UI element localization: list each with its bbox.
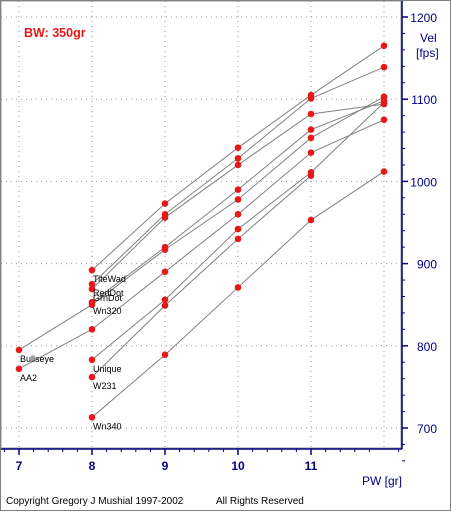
x-tick-label: 8 bbox=[89, 459, 96, 473]
data-point-bullseye bbox=[15, 346, 23, 354]
data-point-bullseye bbox=[307, 134, 315, 142]
data-point-titewad bbox=[161, 200, 169, 207]
data-point-grndot bbox=[307, 110, 315, 118]
data-point-unique bbox=[234, 225, 242, 233]
x-tick-label: 9 bbox=[162, 459, 169, 473]
data-point-wn340 bbox=[380, 168, 388, 175]
series-label-titewad: TiteWad bbox=[93, 274, 126, 284]
data-point-aa2 bbox=[161, 268, 169, 276]
data-point-grndot bbox=[161, 214, 169, 221]
data-point-titewad bbox=[88, 266, 96, 274]
y-tick-label: 1200 bbox=[410, 11, 437, 25]
rights-text: All Rights Reserved bbox=[216, 496, 304, 507]
grid bbox=[1, 1, 401, 448]
data-point-wn340 bbox=[161, 351, 169, 359]
data-point-w231 bbox=[234, 235, 242, 243]
series-label-wn340: Wn340 bbox=[93, 421, 122, 431]
data-point-reddot bbox=[234, 155, 242, 162]
data-point-aa2 bbox=[307, 149, 315, 156]
series-label-grndot: GrnDot bbox=[93, 293, 123, 303]
data-point-wn340 bbox=[88, 414, 96, 421]
data-point-aa2 bbox=[380, 116, 388, 124]
copyright-text: Copyright Gregory J Mushial 1997-2002 bbox=[6, 496, 184, 507]
series-label-bullseye: Bullseye bbox=[20, 354, 54, 364]
data-point-titewad bbox=[380, 42, 388, 50]
data-point-aa2 bbox=[234, 210, 242, 218]
data-point-unique bbox=[161, 296, 169, 304]
data-point-wn320 bbox=[234, 186, 242, 193]
series-label-reddot: RedDot bbox=[93, 288, 124, 298]
y-axis-label-vel: Vel bbox=[420, 31, 437, 45]
data-point-aa2 bbox=[15, 365, 23, 373]
data-point-bullseye bbox=[234, 196, 242, 203]
x-tick-label: 10 bbox=[231, 459, 245, 473]
x-tick-label: 11 bbox=[305, 459, 318, 473]
series-label-unique: Unique bbox=[93, 364, 122, 374]
series-label-aa2: AA2 bbox=[20, 373, 37, 383]
series-label-w231: W231 bbox=[93, 381, 117, 391]
x-tick-label: 7 bbox=[16, 459, 23, 473]
data-point-w231 bbox=[307, 172, 315, 179]
data-point-aa2 bbox=[88, 326, 96, 333]
y-tick-label: 800 bbox=[417, 340, 437, 354]
chart-text: BW: 350gr Vel [fps] PW [gr] Copyright Gr… bbox=[6, 11, 439, 507]
data-point-grndot bbox=[234, 161, 242, 169]
x-axis-label: PW [gr] bbox=[362, 474, 402, 488]
chart-title: BW: 350gr bbox=[24, 26, 86, 40]
data-point-reddot bbox=[307, 95, 315, 102]
series-line-bullseye bbox=[18, 96, 385, 351]
data-point-bullseye bbox=[161, 246, 169, 253]
y-axis-label-unit: [fps] bbox=[416, 46, 439, 60]
data-point-wn320 bbox=[307, 126, 315, 133]
data-point-unique bbox=[88, 356, 96, 364]
y-tick-label: 1100 bbox=[411, 93, 437, 107]
y-tick-label: 900 bbox=[417, 258, 437, 272]
data-point-bullseye bbox=[88, 301, 96, 309]
y-tick-label: 700 bbox=[417, 422, 437, 436]
series-line-aa2 bbox=[18, 119, 385, 370]
data-point-grndot bbox=[88, 285, 96, 293]
data-point-wn340 bbox=[234, 284, 242, 291]
data-point-reddot bbox=[380, 63, 388, 71]
series-line-w231 bbox=[91, 175, 312, 378]
y-tick-label: 1000 bbox=[410, 175, 437, 189]
data-point-w231 bbox=[88, 373, 96, 381]
data-point-w231 bbox=[161, 302, 169, 309]
series-points bbox=[15, 42, 388, 421]
data-point-bullseye bbox=[380, 93, 388, 101]
data-point-reddot bbox=[88, 280, 96, 288]
series-label-wn320: Wn320 bbox=[93, 306, 122, 316]
data-point-titewad bbox=[234, 144, 242, 151]
data-point-unique bbox=[380, 99, 388, 106]
data-point-wn340 bbox=[307, 216, 315, 224]
